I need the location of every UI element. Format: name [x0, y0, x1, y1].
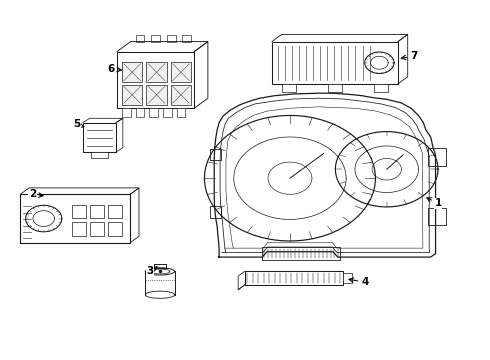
- Bar: [428, 208, 446, 225]
- Text: 1: 1: [427, 198, 441, 208]
- Bar: [151, 35, 160, 41]
- Bar: [91, 152, 108, 158]
- Bar: [147, 85, 167, 105]
- Bar: [182, 35, 191, 41]
- Bar: [122, 62, 143, 82]
- Bar: [210, 206, 220, 218]
- Text: 3: 3: [146, 266, 157, 276]
- Bar: [147, 62, 167, 82]
- Bar: [72, 205, 86, 219]
- Bar: [83, 123, 116, 152]
- Bar: [167, 35, 175, 41]
- Text: 7: 7: [401, 51, 417, 61]
- Bar: [117, 51, 194, 108]
- Bar: [262, 247, 340, 260]
- Bar: [171, 62, 191, 82]
- Bar: [72, 222, 86, 235]
- Bar: [374, 84, 388, 92]
- Bar: [245, 271, 343, 285]
- Bar: [122, 85, 143, 105]
- Bar: [149, 108, 158, 117]
- Text: 4: 4: [349, 277, 368, 287]
- Bar: [272, 41, 398, 84]
- Bar: [428, 148, 446, 166]
- Text: 5: 5: [73, 120, 84, 129]
- Bar: [90, 222, 104, 235]
- Bar: [163, 108, 172, 117]
- Bar: [210, 149, 220, 160]
- Bar: [328, 84, 342, 92]
- Bar: [282, 84, 296, 92]
- Text: 2: 2: [29, 189, 43, 199]
- Bar: [171, 85, 191, 105]
- Text: 6: 6: [107, 64, 122, 74]
- Bar: [343, 273, 351, 283]
- Bar: [136, 35, 145, 41]
- Bar: [90, 205, 104, 219]
- Bar: [108, 222, 122, 235]
- Bar: [176, 108, 185, 117]
- Bar: [122, 108, 131, 117]
- Bar: [108, 205, 122, 219]
- Bar: [136, 108, 145, 117]
